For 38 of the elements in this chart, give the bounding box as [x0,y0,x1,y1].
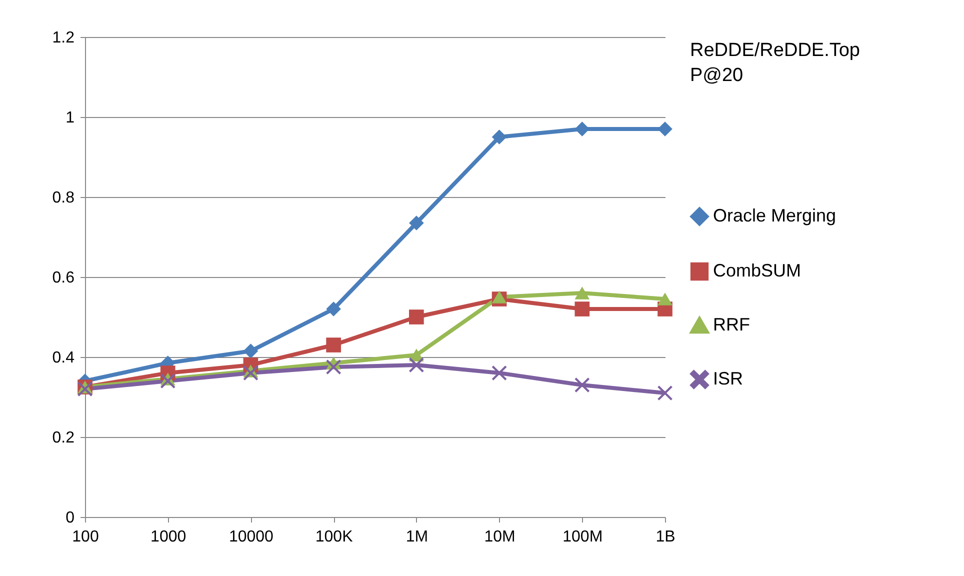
point [574,286,590,300]
x-tick-label: 1B [656,528,676,546]
y-tick-label: 1.2 [52,30,75,46]
legend-label: CombSUM [713,260,802,280]
y-tick-label: 0.6 [52,270,75,286]
x-tick-label: 1000 [150,528,186,546]
point [409,358,424,372]
x-tick-label: 10000 [228,528,274,546]
legend-label: RRF [713,314,750,334]
y-tick-label: 0.8 [52,190,75,206]
y-tick-label: 0 [66,510,75,526]
point [409,216,424,230]
point [326,338,341,352]
text: P@20 [690,65,744,86]
point [492,290,507,304]
point [326,302,341,316]
y-tick-label: 1 [66,110,75,126]
y-tick-label: 0.2 [52,430,75,446]
x-tick-label: 100M [562,528,603,546]
point [409,310,424,324]
point [326,360,341,374]
point [160,374,176,388]
x-tick-label: 100 [72,528,99,546]
legend-label: ISR [713,368,744,388]
x-tick-label: 10M [484,528,516,546]
point [658,292,672,306]
x-tick-label: 1M [406,528,428,546]
text: ReDDE/ReDDE.Top [690,40,860,61]
x-tick-label: 100K [315,528,354,546]
point [658,122,672,136]
point [574,378,590,392]
point [492,130,507,144]
point [243,344,258,358]
legend-label: Oracle Merging [713,206,836,226]
point [492,366,507,380]
point [243,366,258,380]
y-tick-label: 0.4 [52,350,75,366]
point [574,302,590,316]
